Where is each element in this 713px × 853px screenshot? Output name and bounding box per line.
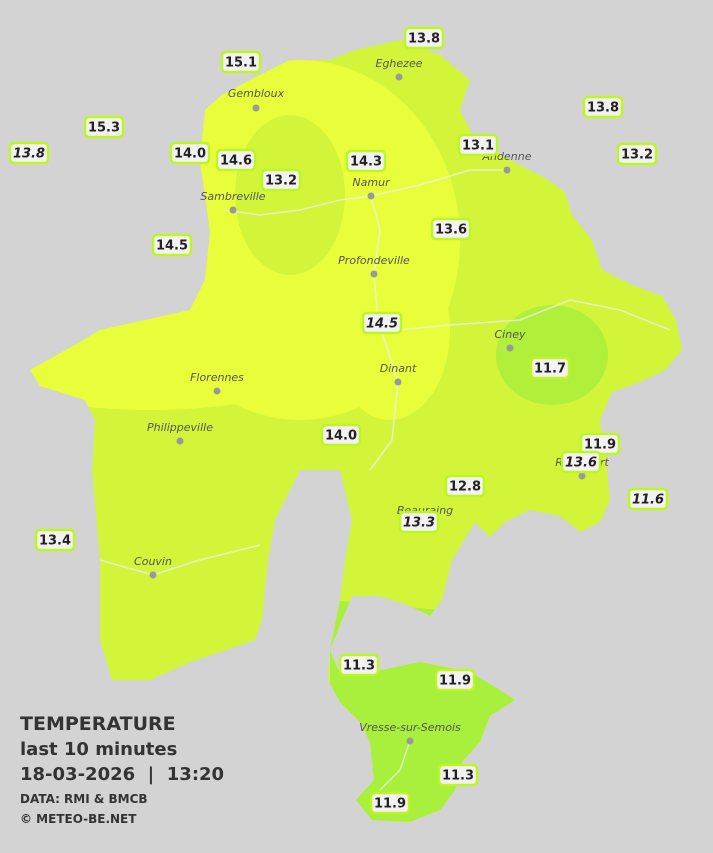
station-box <box>169 141 211 165</box>
legend-datetime: 18-03-2026 | 13:20 <box>20 764 224 785</box>
station-box <box>398 510 440 534</box>
station-value: 13.3 <box>403 516 435 531</box>
station-value: 13.2 <box>265 174 297 189</box>
station-value: 11.3 <box>343 659 375 674</box>
station-value: 11.3 <box>442 769 474 784</box>
station-box <box>361 311 403 335</box>
city-dot <box>503 166 511 174</box>
station-value: 11.6 <box>632 493 664 508</box>
station-value: 14.0 <box>325 429 357 444</box>
legend-source: DATA: RMI & BMCB <box>20 792 148 806</box>
city-name: Gembloux <box>228 87 285 100</box>
city-name: Eghezee <box>376 57 423 70</box>
station-box <box>560 450 602 474</box>
city-name: Ciney <box>495 328 526 341</box>
station-box <box>582 95 624 119</box>
legend-copyright: © METEO-BE.NET <box>20 812 137 826</box>
station-box <box>369 791 411 815</box>
legend: TEMPERATURE last 10 minutes 18-03-2026 |… <box>20 713 224 826</box>
station-value: 15.1 <box>225 56 257 71</box>
station-box <box>8 141 50 165</box>
station-value: 13.2 <box>621 148 653 163</box>
station-value: 13.4 <box>39 534 71 549</box>
station-value: 11.7 <box>534 362 566 377</box>
station-box <box>444 474 486 498</box>
station-value: 14.3 <box>350 155 382 170</box>
city-name: Philippeville <box>147 421 213 434</box>
station-box <box>430 217 472 241</box>
city-dot <box>370 270 378 278</box>
station-box <box>627 487 669 511</box>
station-value: 14.5 <box>366 317 398 332</box>
station-box <box>215 148 257 172</box>
city-name: Dinant <box>380 362 417 375</box>
station-box <box>529 356 571 380</box>
station-box <box>338 653 380 677</box>
station-box <box>403 26 445 50</box>
station-value: 14.6 <box>220 154 252 169</box>
station-box <box>320 423 362 447</box>
station-value: 13.8 <box>587 101 619 116</box>
legend-title: TEMPERATURE <box>20 713 176 735</box>
station-value: 11.9 <box>439 674 471 689</box>
city-dot <box>176 437 184 445</box>
station-box <box>437 763 479 787</box>
station-box <box>151 233 193 257</box>
station-value: 15.3 <box>88 121 120 136</box>
city-name: Sambreville <box>200 190 265 203</box>
stations: 13.8 15.1 15.3 13.8 13.8 14.0 14.6 14.3 13.1 13.2… <box>8 26 669 815</box>
station-box <box>616 142 658 166</box>
station-box <box>260 168 302 192</box>
legend-subtitle: last 10 minutes <box>20 739 177 760</box>
city-dot <box>229 206 237 214</box>
city-name: Florennes <box>190 371 244 384</box>
station-value: 13.8 <box>13 147 45 162</box>
station-value: 12.8 <box>449 480 481 495</box>
city-dot <box>395 73 403 81</box>
city-dot <box>578 472 586 480</box>
station-value: 13.6 <box>435 223 467 238</box>
station-value: 13.6 <box>565 456 597 471</box>
cities: EghezeeGemblouxAndenneNamurSambrevillePr… <box>134 57 609 745</box>
station-box <box>34 528 76 552</box>
city-dot <box>506 344 514 352</box>
station-box <box>434 668 476 692</box>
city-name: Profondeville <box>338 254 410 267</box>
city-dot <box>394 378 402 386</box>
station-value: 13.1 <box>462 139 494 154</box>
city-dot <box>367 192 375 200</box>
station-value: 13.8 <box>408 32 440 47</box>
city-dot <box>149 571 157 579</box>
station-value: 14.5 <box>156 239 188 254</box>
city-dot <box>406 737 414 745</box>
station-box <box>220 50 262 74</box>
city-name: Vresse-sur-Semois <box>359 721 461 734</box>
city-name: Namur <box>352 176 391 189</box>
station-box <box>83 115 125 139</box>
city-dot <box>252 104 260 112</box>
station-box <box>345 149 387 173</box>
city-dot <box>213 387 221 395</box>
station-value: 11.9 <box>584 438 616 453</box>
station-value: 14.0 <box>174 147 206 162</box>
station-box <box>457 133 499 157</box>
station-value: 11.9 <box>374 797 406 812</box>
city-name: Couvin <box>134 555 172 568</box>
